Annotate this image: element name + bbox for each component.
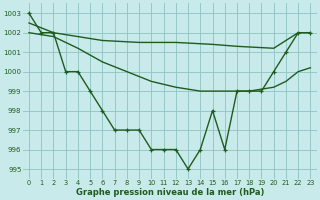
X-axis label: Graphe pression niveau de la mer (hPa): Graphe pression niveau de la mer (hPa) <box>76 188 264 197</box>
